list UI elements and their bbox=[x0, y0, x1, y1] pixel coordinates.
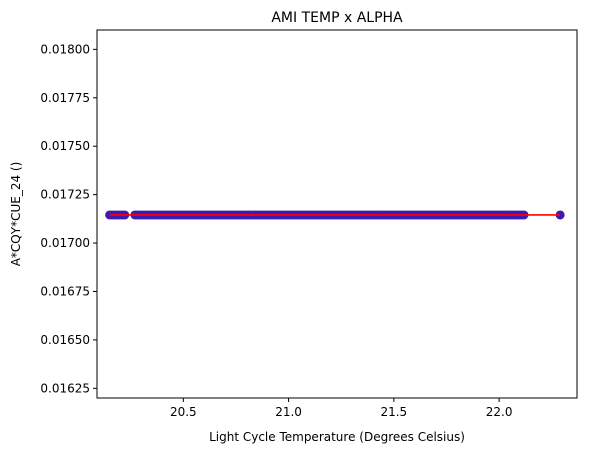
x-tick-label: 21.0 bbox=[275, 405, 302, 419]
x-axis-title: Light Cycle Temperature (Degrees Celsius… bbox=[209, 430, 465, 444]
y-axis: 0.01625 0.01650 0.01675 0.01700 0.01725 0.017… bbox=[40, 42, 97, 395]
x-axis: 20.5 21.0 21.5 22.0 bbox=[170, 398, 513, 419]
y-tick-label: 0.01725 bbox=[40, 188, 90, 202]
y-tick-label: 0.01650 bbox=[40, 333, 90, 347]
y-axis-title: A*CQY*CUE_24 () bbox=[9, 162, 23, 267]
y-tick-label: 0.01750 bbox=[40, 139, 90, 153]
y-tick-label: 0.01625 bbox=[40, 381, 90, 395]
axes-frame bbox=[96, 29, 578, 399]
y-tick-label: 0.01675 bbox=[40, 284, 90, 298]
x-tick-label: 21.5 bbox=[380, 405, 407, 419]
chart-title: AMI TEMP x ALPHA bbox=[271, 10, 403, 26]
y-tick-label: 0.01775 bbox=[40, 91, 90, 105]
y-tick-label: 0.01800 bbox=[40, 42, 90, 56]
plot-area bbox=[105, 210, 565, 220]
x-tick-label: 22.0 bbox=[486, 405, 513, 419]
y-tick-label: 0.01700 bbox=[40, 236, 90, 250]
x-tick-label: 20.5 bbox=[170, 405, 197, 419]
